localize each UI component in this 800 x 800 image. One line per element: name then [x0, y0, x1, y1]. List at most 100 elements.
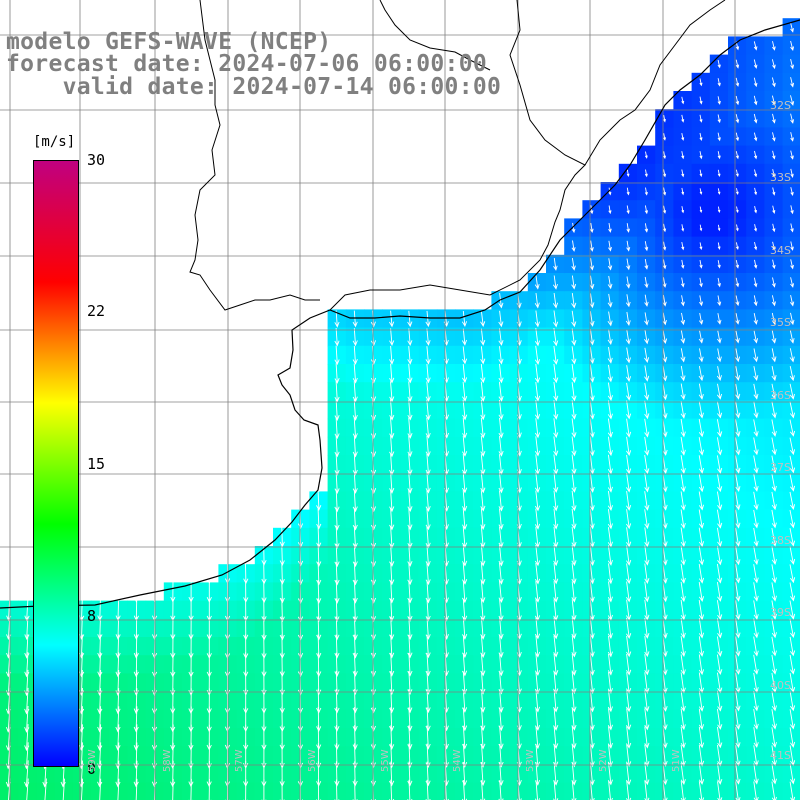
- wind-arrow: [716, 348, 722, 363]
- wind-arrow: [498, 328, 504, 346]
- wind-arrow: [407, 399, 413, 421]
- wind-arrow: [735, 582, 741, 602]
- wind-speed-cell: [782, 273, 800, 292]
- wind-arrow: [663, 151, 667, 160]
- wind-arrow: [735, 690, 741, 712]
- wind-arrow: [771, 77, 776, 88]
- wind-arrow: [698, 419, 705, 438]
- wind-arrow: [334, 381, 340, 403]
- wind-arrow: [662, 187, 667, 196]
- wind-arrow: [716, 618, 723, 639]
- wind-arrow: [589, 346, 595, 365]
- colorbar: [33, 160, 79, 767]
- wind-arrow: [790, 113, 795, 124]
- wind-arrow: [771, 546, 777, 566]
- wind-arrow: [754, 206, 758, 214]
- wind-arrow: [735, 132, 740, 142]
- title-forecast-date: forecast date: 2024-07-06 06:00:00: [6, 51, 488, 77]
- wind-arrow: [716, 455, 723, 474]
- wind-arrow: [680, 545, 686, 566]
- lat-label: 33S: [770, 171, 791, 184]
- wind-arrow: [716, 690, 723, 712]
- wind-arrow: [626, 581, 632, 603]
- wind-arrow: [626, 223, 630, 233]
- wind-arrow: [316, 562, 322, 586]
- wind-arrow: [589, 240, 594, 252]
- wind-arrow: [115, 616, 121, 640]
- wind-arrow: [681, 242, 685, 251]
- wind-arrow: [534, 490, 541, 512]
- wind-arrow: [461, 328, 468, 346]
- wind-arrow: [534, 472, 541, 494]
- wind-arrow: [753, 455, 759, 474]
- wind-arrow: [735, 260, 740, 269]
- wind-arrow: [553, 436, 559, 457]
- wind-arrow: [352, 580, 358, 604]
- wind-arrow: [480, 780, 486, 800]
- wind-arrow: [552, 275, 558, 290]
- wind-arrow: [334, 634, 340, 659]
- wind-arrow: [480, 346, 486, 365]
- wind-arrow: [644, 365, 650, 382]
- wind-arrow: [716, 708, 723, 730]
- wind-arrow: [644, 259, 649, 270]
- wind-arrow: [753, 781, 759, 800]
- wind-arrow: [717, 59, 721, 69]
- wind-arrow: [735, 151, 739, 160]
- wind-arrow: [407, 652, 413, 677]
- wind-arrow: [698, 563, 705, 584]
- wind-arrow: [334, 507, 340, 531]
- wind-arrow: [589, 653, 595, 676]
- wind-arrow: [753, 582, 759, 602]
- wind-arrow: [480, 508, 486, 530]
- wind-arrow: [553, 617, 559, 640]
- wind-arrow: [754, 242, 758, 251]
- wind-speed-cell: [782, 527, 800, 547]
- wind-arrow: [789, 654, 796, 675]
- wind-arrow: [389, 580, 395, 604]
- wind-arrow: [735, 509, 741, 529]
- wind-arrow: [716, 401, 723, 419]
- wind-arrow: [644, 169, 648, 178]
- colorbar-tick-8: 8: [87, 607, 97, 625]
- wind-arrow: [24, 616, 30, 641]
- wind-arrow: [735, 383, 741, 400]
- wind-arrow: [644, 151, 648, 159]
- wind-arrow: [625, 311, 631, 327]
- wind-arrow: [425, 725, 431, 750]
- wind-arrow: [789, 709, 796, 730]
- wind-arrow: [680, 672, 686, 694]
- wind-arrow: [316, 508, 322, 530]
- wind-arrow: [607, 293, 613, 308]
- wind-arrow: [407, 671, 413, 695]
- wind-arrow: [680, 563, 686, 584]
- wind-arrow: [334, 327, 340, 347]
- lat-label: 37S: [770, 461, 791, 474]
- wind-arrow: [425, 346, 431, 365]
- wind-arrow: [662, 348, 668, 363]
- wind-arrow: [626, 205, 630, 215]
- wind-arrow: [626, 708, 632, 731]
- wind-arrow: [717, 114, 721, 124]
- wind-arrow: [680, 473, 686, 493]
- wind-arrow: [790, 205, 794, 215]
- wind-arrow: [681, 151, 685, 160]
- wind-arrow: [717, 224, 721, 232]
- wind-arrow: [698, 636, 705, 657]
- wind-arrow: [753, 348, 759, 363]
- wind-arrow: [789, 366, 795, 382]
- wind-arrow: [534, 293, 540, 309]
- wind-arrow: [735, 366, 741, 382]
- wind-arrow: [534, 418, 541, 439]
- wind-arrow: [352, 544, 358, 568]
- wind-arrow: [425, 310, 431, 328]
- wind-arrow: [553, 418, 559, 439]
- wind-arrow: [753, 437, 759, 456]
- wind-arrow: [571, 328, 577, 346]
- wind-arrow: [589, 454, 595, 475]
- wind-arrow: [480, 328, 486, 346]
- wind-arrow: [553, 328, 559, 347]
- wind-arrow: [771, 564, 777, 584]
- wind-arrow: [389, 725, 395, 750]
- wind-arrow: [680, 330, 686, 344]
